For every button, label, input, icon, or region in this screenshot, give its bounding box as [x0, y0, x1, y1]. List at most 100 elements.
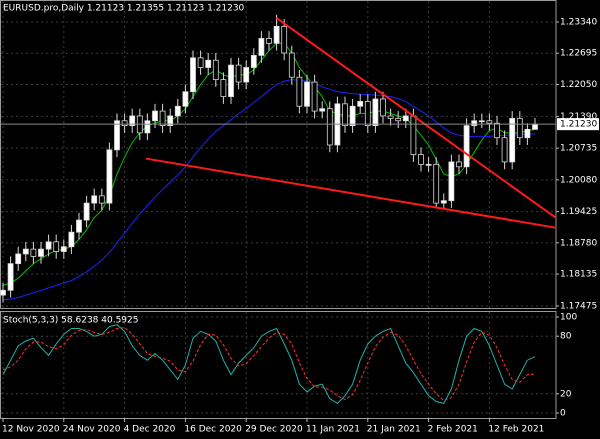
candle-body — [60, 246, 67, 252]
candle-body — [486, 120, 493, 124]
candle-body — [433, 163, 440, 204]
x-tick-label: 4 Dec 2020 — [124, 425, 176, 435]
candle-body — [509, 117, 516, 163]
candle-body — [91, 195, 98, 204]
candle-body — [281, 25, 288, 54]
y-tick-label: 1.22695 — [560, 49, 597, 59]
candle-body — [494, 122, 500, 139]
candle-body — [440, 200, 447, 204]
candle-body — [205, 59, 212, 68]
candle-body — [250, 55, 257, 68]
y-tick-label: 1.17475 — [560, 302, 597, 312]
candle-body — [319, 108, 326, 112]
candle-body — [212, 59, 219, 81]
candle-body — [45, 241, 52, 250]
candle-body — [121, 120, 128, 127]
x-tick-label: 29 Dec 2020 — [245, 425, 303, 435]
stoch-line — [2, 327, 536, 402]
candle-body — [228, 64, 234, 97]
candle-body — [152, 110, 158, 122]
candle-body — [372, 98, 379, 127]
candle-body — [197, 57, 204, 68]
candle-body — [304, 81, 310, 107]
candle-body — [402, 115, 409, 122]
x-tick-label: 21 Jan 2021 — [367, 425, 421, 435]
candle-body — [342, 103, 348, 127]
candle-body — [266, 38, 272, 44]
candle-body — [220, 79, 227, 97]
x-tick-label: 2 Feb 2021 — [428, 425, 478, 435]
main-panel-border — [0, 0, 557, 309]
stoch-line — [2, 324, 536, 405]
x-tick-label: 12 Nov 2020 — [2, 425, 60, 435]
y-tick-label: 100 — [560, 312, 577, 322]
indicator-line — [2, 79, 536, 301]
y-tick-label: 80 — [560, 332, 572, 342]
trendline — [276, 17, 557, 219]
candle-body — [15, 253, 22, 265]
y-tick-label: 1.20080 — [560, 175, 597, 185]
candle-body — [516, 117, 523, 139]
candle-body — [357, 101, 364, 107]
candle-body — [380, 98, 386, 117]
y-tick-label: 20 — [560, 389, 572, 399]
candle-body — [425, 163, 432, 166]
candle-body — [129, 115, 136, 127]
candle-body — [258, 38, 265, 56]
candle-body — [144, 120, 151, 134]
y-tick-label: 1.20735 — [560, 144, 597, 154]
candle-body — [30, 248, 37, 257]
candle-body — [296, 76, 303, 107]
y-tick-label: 1.18135 — [560, 270, 597, 280]
stoch-title: Stoch(5,3,3) 58.6238 40.5925 — [3, 316, 138, 326]
candle-body — [387, 115, 394, 119]
candle-body — [471, 120, 478, 127]
candle-body — [235, 64, 242, 83]
candle-body — [532, 123, 538, 130]
candle-body — [7, 263, 14, 291]
candle-body — [524, 128, 531, 139]
candle-body — [349, 105, 356, 127]
candle-body — [106, 149, 113, 204]
candle-body — [174, 105, 181, 117]
y-tick-label: 1.19425 — [560, 207, 597, 217]
candle-body — [448, 161, 455, 202]
y-tick-label: 1.23340 — [560, 17, 597, 27]
candle-body — [0, 289, 6, 296]
candle-body — [326, 108, 333, 146]
candle-body — [456, 161, 462, 168]
candle-body — [83, 202, 90, 221]
candle-body — [182, 91, 189, 107]
y-tick-label: 1.18780 — [560, 238, 597, 248]
candle-body — [463, 125, 470, 168]
candle-body — [364, 101, 371, 127]
y-tick-label: 1.22050 — [560, 80, 597, 90]
bid-label: 1.21230 — [560, 120, 597, 130]
candle-body — [114, 120, 120, 151]
candle-body — [76, 219, 82, 233]
candle-body — [98, 195, 105, 204]
candle-body — [478, 120, 485, 123]
trendline — [145, 157, 557, 229]
candle-body — [418, 154, 424, 165]
candle-body — [159, 110, 166, 127]
x-tick-label: 16 Dec 2020 — [184, 425, 242, 435]
candle-body — [68, 231, 75, 248]
candle-body — [288, 52, 295, 78]
candle-body — [38, 248, 44, 257]
candle-body — [501, 137, 508, 163]
candle-body — [311, 81, 318, 112]
candle-body — [410, 115, 417, 156]
candle-body — [53, 241, 60, 252]
x-tick-label: 11 Jan 2021 — [306, 425, 360, 435]
candle-body — [167, 115, 174, 127]
bid-label-box — [557, 118, 599, 131]
candle-body — [395, 117, 402, 122]
y-tick-label: 0 — [560, 409, 566, 419]
x-tick-label: 24 Nov 2020 — [63, 425, 121, 435]
candle-body — [243, 67, 250, 83]
candle-body — [22, 248, 29, 255]
